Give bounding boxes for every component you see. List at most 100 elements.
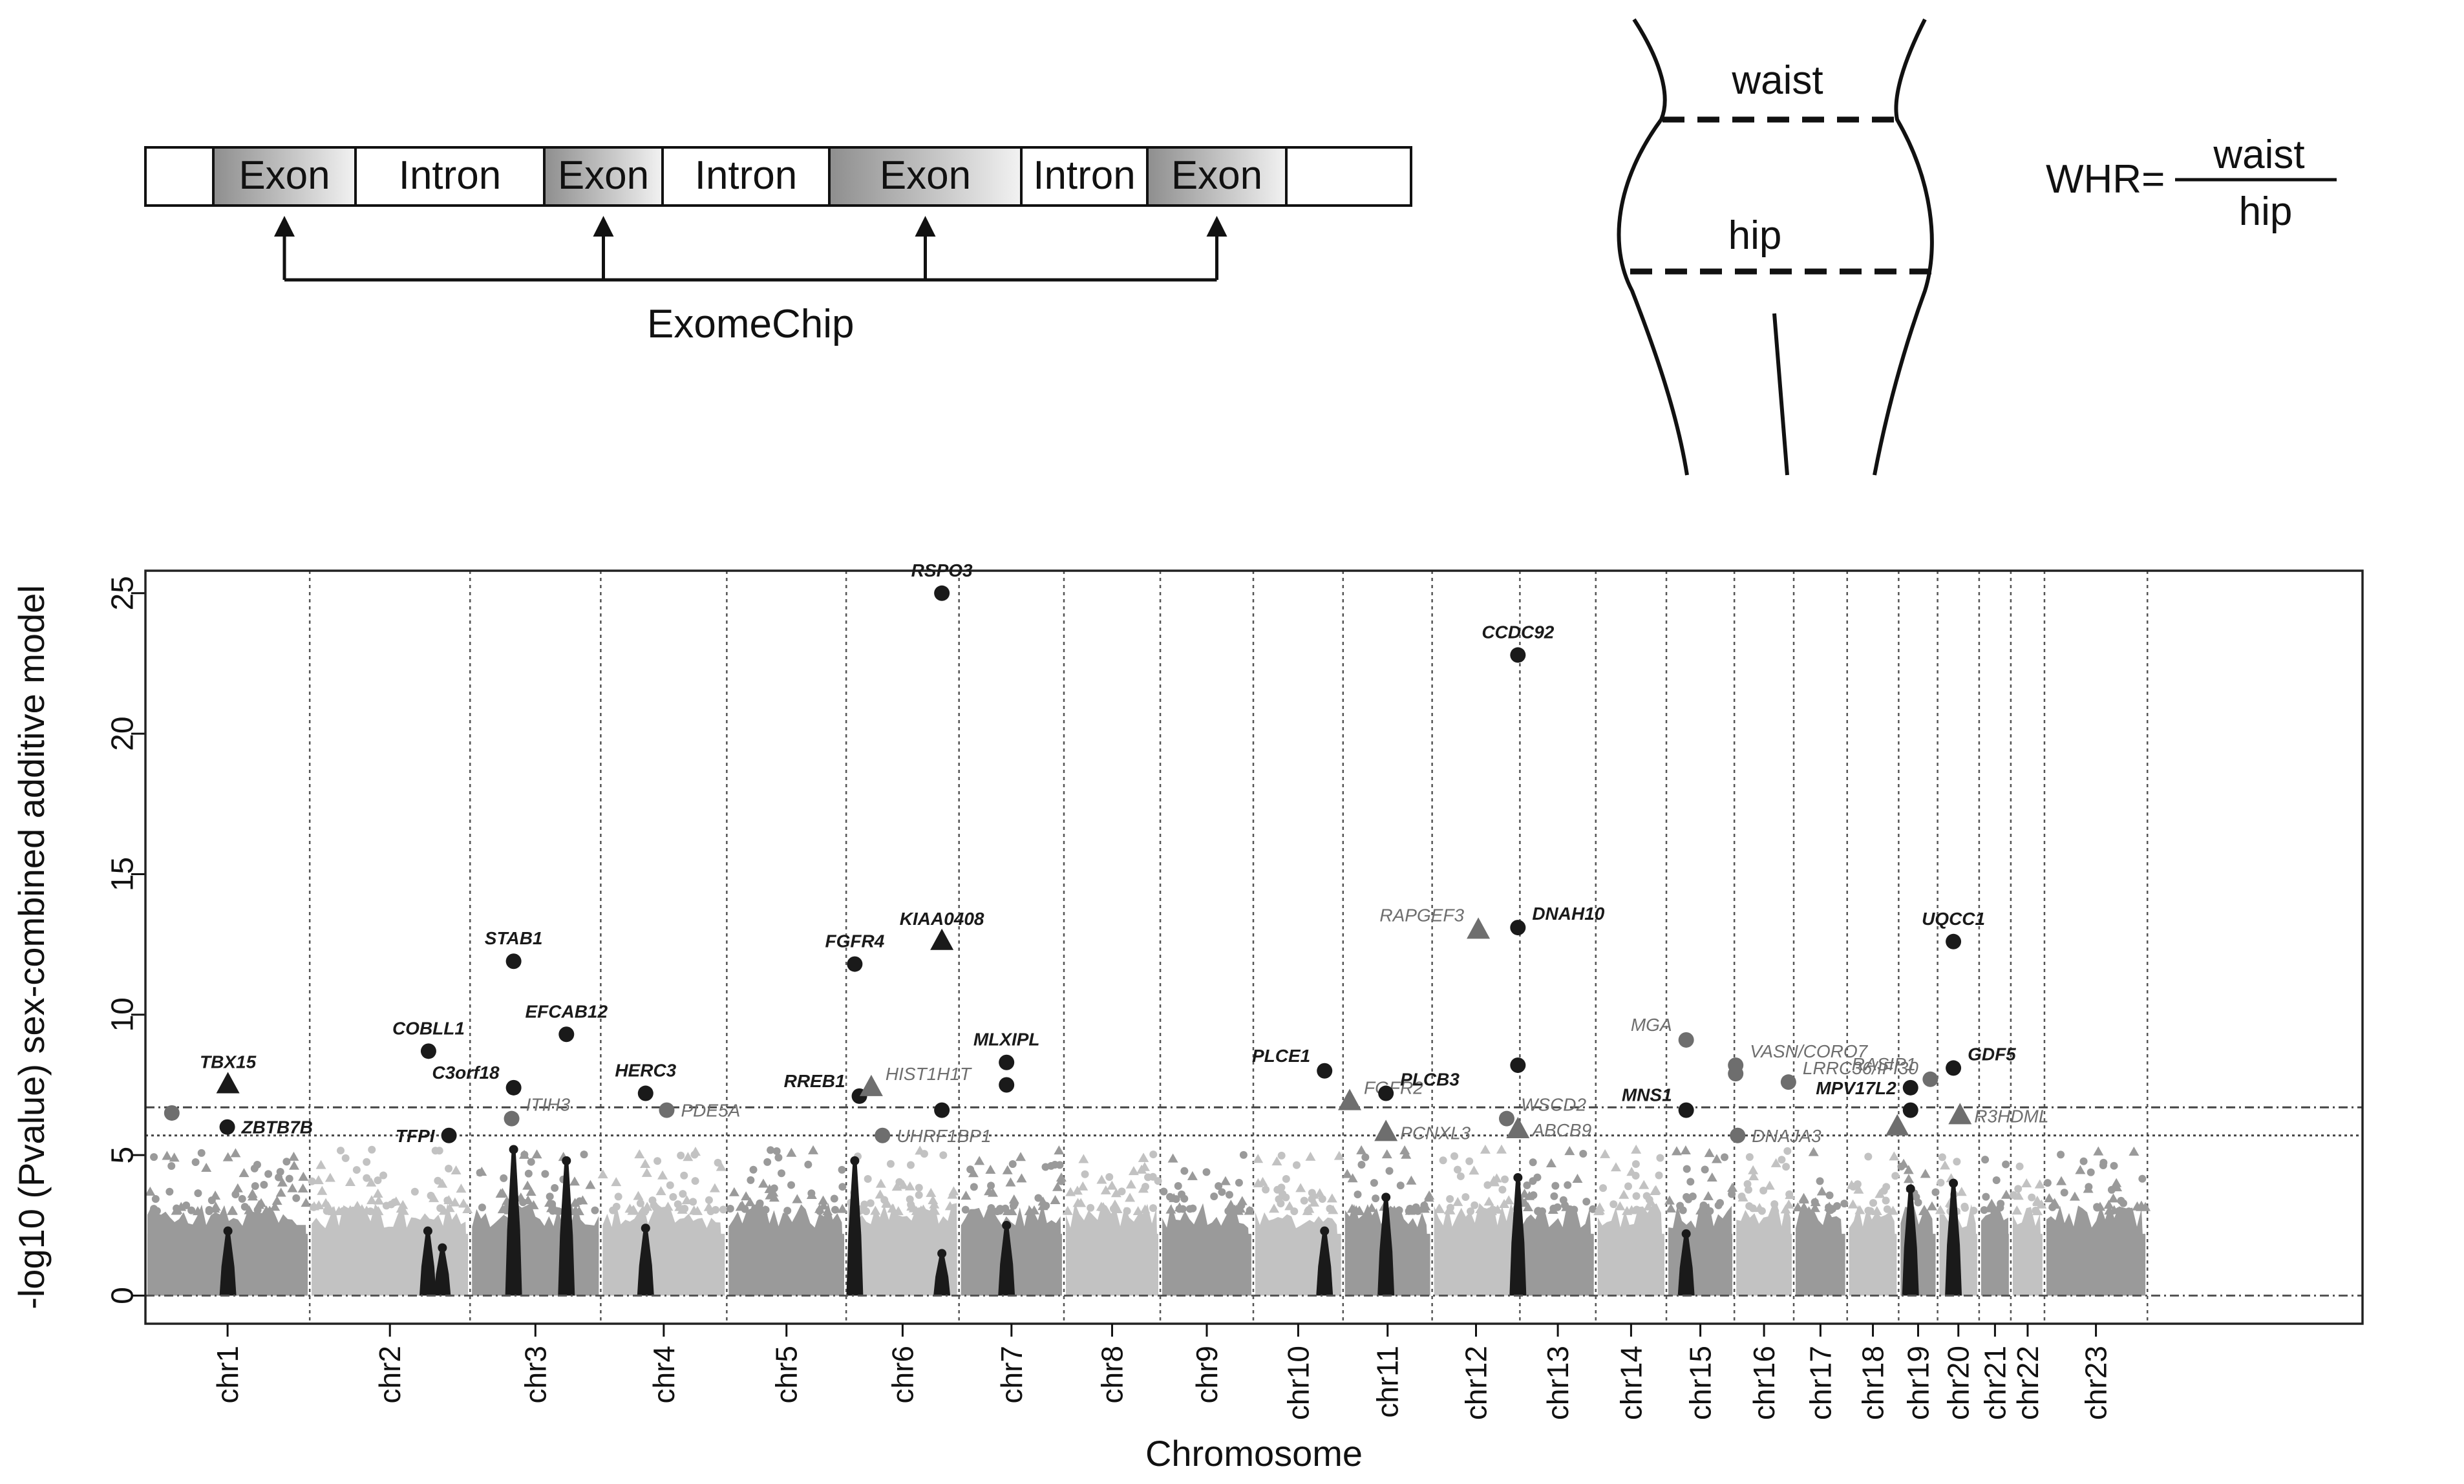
gene-point <box>216 1072 240 1094</box>
gene-label: WSCD2 <box>1521 1095 1587 1115</box>
snp-point <box>201 1163 212 1172</box>
snp-point <box>1986 1198 1997 1208</box>
snp-point <box>1579 1150 1588 1158</box>
snp-point <box>1483 1196 1494 1206</box>
snp-point <box>893 1206 904 1216</box>
snp-point <box>1081 1170 1089 1178</box>
snp-point <box>282 1158 291 1166</box>
gene-label: HIST1H1T <box>886 1064 972 1084</box>
snp-point <box>1187 1171 1198 1180</box>
snp-point <box>988 1187 999 1197</box>
flank-box <box>144 146 215 207</box>
snp-point <box>301 1198 312 1207</box>
snp-point <box>1748 1165 1759 1174</box>
snp-point <box>1523 1181 1531 1189</box>
snp-point <box>1125 1179 1136 1189</box>
snp-point <box>1782 1163 1790 1171</box>
snp-point <box>569 1198 580 1207</box>
snp-density-top <box>2012 1207 2043 1296</box>
snp-point <box>1701 1165 1709 1174</box>
signal-peak-top <box>423 1226 432 1236</box>
snp-point <box>1992 1176 2001 1185</box>
snp-point <box>1639 1180 1650 1189</box>
snp-point <box>2110 1161 2118 1170</box>
snp-point <box>478 1203 486 1212</box>
gene-label: HERC3 <box>615 1061 676 1081</box>
snp-point <box>1054 1145 1065 1155</box>
gene-label: RSPO3 <box>911 560 973 580</box>
gene-point <box>1374 1119 1398 1141</box>
snp-point <box>1002 1205 1013 1215</box>
snp-point <box>1903 1165 1914 1174</box>
snp-point <box>891 1182 902 1191</box>
snp-point <box>690 1150 699 1159</box>
snp-point <box>551 1184 559 1192</box>
gene-point <box>504 1110 520 1127</box>
snp-point <box>1498 1185 1507 1194</box>
snp-point <box>1960 1203 1969 1212</box>
signal-peak-top <box>937 1249 947 1258</box>
gene-point <box>164 1105 180 1121</box>
snp-point <box>2032 1206 2043 1216</box>
snp-point <box>1128 1166 1139 1176</box>
snp-point <box>806 1189 817 1199</box>
snp-point <box>232 1183 243 1192</box>
snp-point <box>2001 1189 2012 1199</box>
signal-peak <box>505 1149 522 1296</box>
gene-point <box>505 953 522 970</box>
snp-point <box>1406 1175 1417 1185</box>
snp-point <box>207 1196 216 1205</box>
snp-point <box>1008 1160 1017 1168</box>
snp-point <box>1015 1152 1026 1161</box>
snp-point <box>1318 1195 1326 1203</box>
snp-point <box>1706 1207 1714 1215</box>
snp-point <box>1875 1189 1885 1198</box>
snp-point <box>1395 1206 1403 1214</box>
snp-point <box>238 1194 246 1203</box>
snp-point <box>2132 1201 2143 1211</box>
snp-point <box>1354 1190 1362 1198</box>
waist-hip-diagram: waist hip WHR= waist hip <box>1617 18 2337 476</box>
signal-peak-top <box>1320 1226 1330 1236</box>
snp-point <box>1269 1203 1280 1213</box>
snp-point <box>898 1180 909 1189</box>
gene-label: EFCAB12 <box>525 1001 608 1021</box>
snp-point <box>374 1176 382 1185</box>
snp-point <box>1149 1204 1158 1213</box>
snp-point <box>1570 1205 1578 1214</box>
snp-point <box>1271 1156 1282 1166</box>
gene-point <box>1902 1079 1918 1096</box>
snp-point <box>1650 1185 1661 1194</box>
snp-point <box>1282 1174 1290 1183</box>
snp-point <box>162 1150 173 1160</box>
snp-point <box>1770 1158 1781 1167</box>
snp-point <box>747 1176 755 1184</box>
snp-point <box>1783 1147 1792 1155</box>
snp-point <box>714 1158 722 1167</box>
snp-point <box>1550 1192 1558 1200</box>
snp-point <box>1745 1202 1754 1210</box>
snp-point <box>1100 1185 1111 1194</box>
snp-point <box>1215 1182 1223 1190</box>
snp-point <box>609 1206 617 1214</box>
snp-point <box>1503 1195 1514 1205</box>
signal-peak-top <box>509 1145 518 1154</box>
gene-label: FGFR4 <box>825 931 885 951</box>
chromosome-tick-label: chr10 <box>1281 1346 1315 1420</box>
snp-point <box>1626 1205 1637 1214</box>
snp-point <box>1342 1169 1353 1178</box>
signal-peak <box>1677 1233 1695 1296</box>
snp-point <box>1406 1205 1414 1213</box>
exomechip-label: ExomeChip <box>647 302 854 346</box>
snp-point <box>526 1187 536 1196</box>
chromosome-tick-label: chr5 <box>770 1346 803 1403</box>
snp-point <box>716 1161 727 1171</box>
snp-point <box>944 1201 955 1211</box>
signal-peak-top <box>1513 1172 1523 1182</box>
snp-point <box>1257 1176 1268 1186</box>
snp-point <box>323 1201 334 1211</box>
snp-point <box>194 1189 202 1198</box>
chromosome-tick-label: chr16 <box>1747 1346 1781 1420</box>
gene-point <box>934 585 950 601</box>
snp-point <box>705 1196 713 1204</box>
